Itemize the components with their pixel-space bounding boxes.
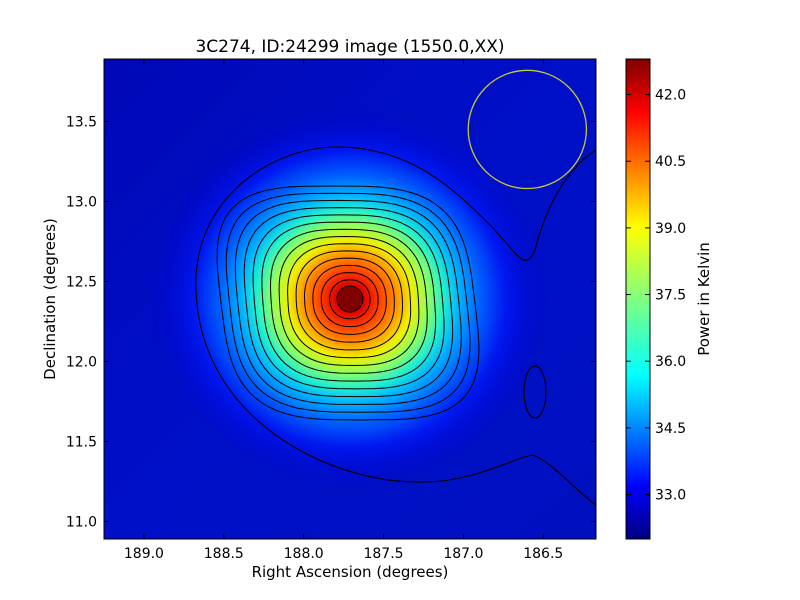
y-tick-label: 11.5 (66, 434, 97, 450)
colorbar-ticks: 33.0 34.5 36.0 37.5 39.0 40.5 42.0 (626, 88, 686, 504)
colorbar-tick-label: 40.5 (655, 154, 686, 170)
beam-circle (467, 69, 588, 190)
x-axis: 189.0 188.5 188.0 187.5 187.0 186.5 (124, 59, 563, 562)
contour-line (234, 199, 462, 405)
y-tick-label: 12.0 (66, 354, 97, 370)
colorbar-label: Power in Kelvin (695, 242, 713, 356)
x-tick-label: 186.5 (523, 546, 563, 562)
x-tick-label: 188.5 (204, 546, 244, 562)
y-axis-label: Declination (degrees) (41, 218, 59, 380)
plot-frame (103, 58, 597, 540)
contour-line (243, 207, 454, 398)
x-axis-label: Right Ascension (degrees) (252, 563, 449, 581)
x-tick-label: 188.0 (284, 546, 324, 562)
contour-line (261, 221, 437, 382)
contour-peak (336, 285, 364, 313)
contour-line (295, 250, 404, 351)
colorbar (625, 58, 651, 540)
contour-line (216, 185, 480, 421)
contour-line (329, 279, 371, 320)
colorbar-tick-label: 37.5 (655, 288, 686, 304)
x-tick-label: 187.5 (363, 546, 403, 562)
contour-line-outer (195, 146, 596, 506)
colorbar-tick-label: 36.0 (655, 354, 686, 370)
chart-title: 3C274, ID:24299 image (1550.0,XX) (195, 37, 504, 57)
y-tick-label: 13.0 (66, 194, 97, 210)
contour-line (320, 272, 379, 328)
contour-line (287, 243, 412, 359)
contour-line (278, 235, 420, 367)
colorbar-tick-label: 34.5 (655, 421, 686, 437)
plot-area (104, 59, 596, 539)
contour-line (269, 228, 428, 374)
y-tick-label: 12.5 (66, 274, 97, 290)
y-axis: 11.0 11.5 12.0 12.5 13.0 13.5 (66, 114, 596, 530)
y-tick-label: 11.0 (66, 514, 97, 530)
y-tick-label: 13.5 (66, 114, 97, 130)
colorbar-tick-label: 33.0 (655, 488, 686, 504)
x-tick-label: 187.0 (443, 546, 483, 562)
contour-island (523, 365, 547, 419)
contour-lines (195, 146, 596, 506)
x-tick-label: 189.0 (124, 546, 164, 562)
colorbar-tick-label: 39.0 (655, 221, 686, 237)
colorbar-tick-label: 42.0 (655, 88, 686, 104)
contour-line (312, 264, 387, 335)
contour-line (252, 214, 445, 390)
contour-line (225, 192, 471, 413)
contour-line (303, 257, 395, 343)
